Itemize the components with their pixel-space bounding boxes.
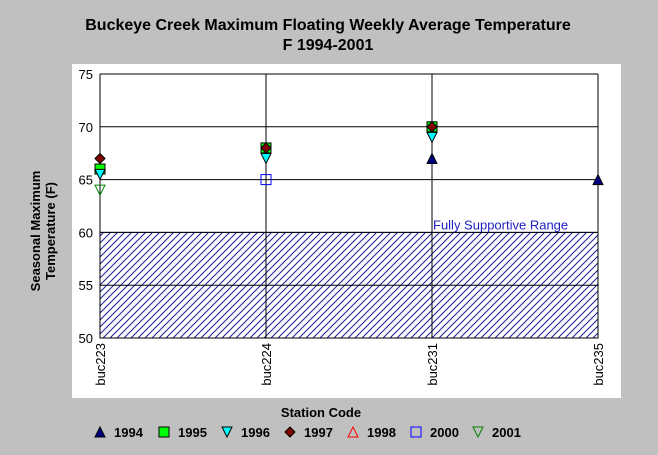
y-axis-label-line2: Temperature (F) [43, 182, 58, 280]
legend-label-2001: 2001 [492, 425, 521, 440]
x-axis-label: Station Code [281, 405, 361, 420]
legend-marker-1998 [347, 425, 359, 438]
y-tick-label: 75 [79, 67, 93, 82]
legend-marker-2000 [410, 426, 422, 438]
data-points [94, 121, 604, 197]
data-point-1996 [94, 168, 106, 181]
plot-background [72, 64, 621, 398]
legend-marker-1997 [284, 426, 296, 438]
legend-label-2000: 2000 [430, 425, 459, 440]
y-tick-label: 65 [79, 173, 93, 188]
y-axis-label-line1: Seasonal Maximum [28, 171, 43, 292]
y-tick-label: 70 [79, 120, 93, 135]
data-point-1994 [592, 173, 604, 186]
data-point-1994 [426, 152, 438, 164]
legend-label-1998: 1998 [367, 425, 396, 440]
x-tick-label: buc235 [591, 343, 606, 386]
chart-title: Buckeye Creek Maximum Floating Weekly Av… [85, 17, 571, 34]
grid-lines [99, 73, 599, 339]
y-tick-label: 55 [79, 278, 93, 293]
data-point-1997 [94, 152, 106, 165]
x-tick-label: buc224 [259, 343, 274, 386]
legend-marker-2001 [472, 426, 484, 439]
axis-ticks: 50 55 60 65 70 75 buc223 buc224 buc231 buc235 [79, 67, 606, 386]
legend-label-1994: 1994 [114, 425, 144, 440]
data-point-2000 [260, 174, 272, 186]
legend-marker-1995 [158, 426, 170, 438]
data-point-1997 [260, 142, 272, 154]
legend-label-1995: 1995 [178, 425, 207, 440]
x-tick-label: buc231 [425, 343, 440, 386]
data-point-1997 [426, 121, 438, 133]
y-tick-label: 60 [79, 225, 93, 240]
legend: 1994 1995 1996 1997 1998 2000 2001 [94, 425, 521, 440]
legend-marker-1996 [221, 426, 233, 439]
y-tick-label: 50 [79, 331, 93, 346]
legend-label-1996: 1996 [241, 425, 270, 440]
range-annotation: Fully Supportive Range [433, 217, 568, 232]
data-point-2001 [94, 184, 106, 197]
legend-marker-1994 [94, 425, 106, 438]
legend-label-1997: 1997 [304, 425, 333, 440]
chart-subtitle: F 1994-2001 [283, 37, 374, 54]
x-tick-label: buc223 [93, 343, 108, 386]
